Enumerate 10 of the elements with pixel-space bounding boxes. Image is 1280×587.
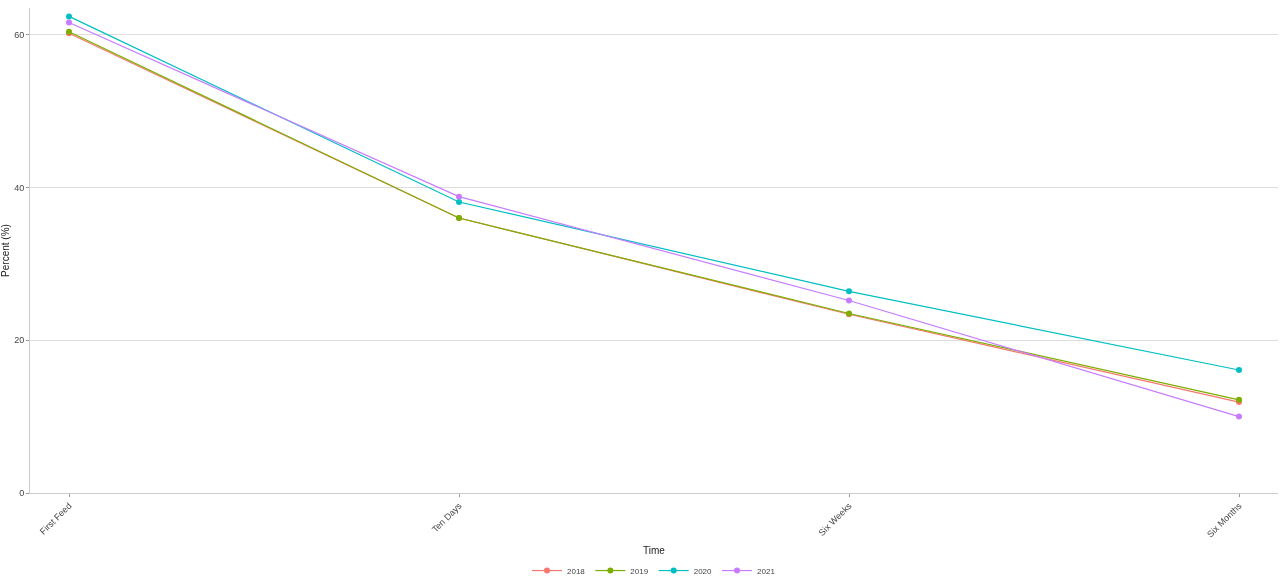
y-tick-label: 40 — [14, 182, 25, 193]
legend-label: 2021 — [757, 566, 776, 576]
legend-label: 2018 — [567, 566, 586, 576]
legend-label: 2020 — [693, 566, 713, 576]
legend-label: 2019 — [630, 566, 649, 576]
y-tick-label: 20 — [14, 335, 25, 346]
y-tick-label: 0 — [19, 488, 25, 499]
y-axis-title: Percent (%) — [0, 224, 11, 277]
x-axis-title: Time — [643, 544, 666, 556]
y-tick-label: 60 — [14, 29, 25, 40]
